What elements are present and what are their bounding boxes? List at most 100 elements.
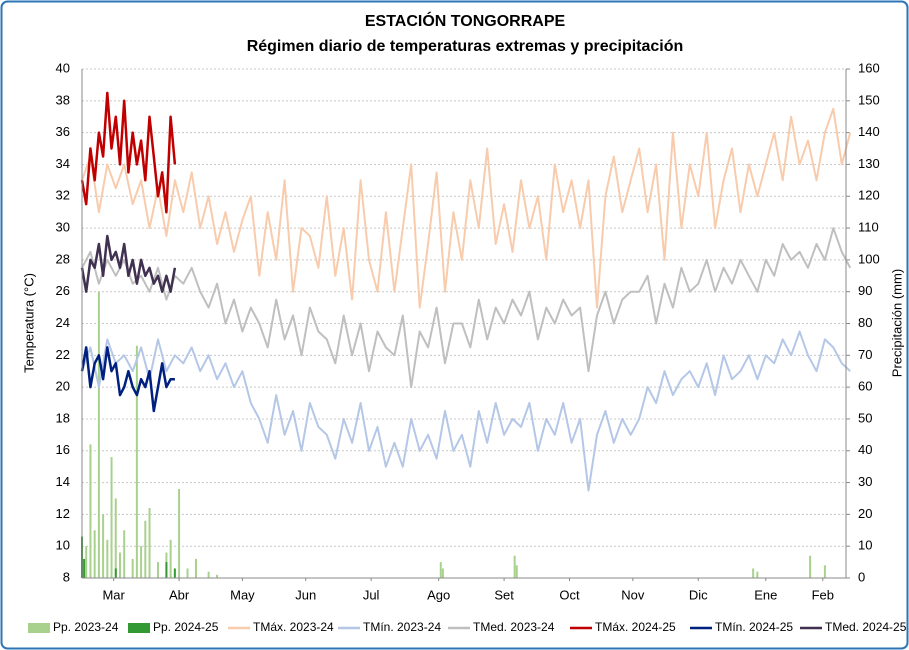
x-tick-label: Abr: [169, 587, 190, 602]
y2-tick-label: 130: [858, 156, 880, 171]
y2-tick-label: 80: [858, 315, 872, 330]
y-tick-label: 18: [56, 410, 70, 425]
precip-bar: [156, 562, 159, 578]
chart-title: ESTACIÓN TONGORRAPE: [365, 11, 566, 30]
y-tick-label: 40: [56, 60, 70, 75]
y-tick-label: 32: [56, 188, 70, 203]
x-tick-label: Nov: [621, 587, 645, 602]
precip-bar: [178, 488, 181, 578]
y-tick-label: 30: [56, 220, 70, 235]
precip-bar: [135, 345, 138, 578]
legend-label: TMín. 2023-24: [363, 620, 441, 634]
precip-bar: [207, 571, 210, 578]
x-tick-label: Feb: [812, 587, 834, 602]
y-tick-label: 26: [56, 283, 70, 298]
precip-bar: [114, 498, 117, 578]
precip-bar: [194, 558, 197, 578]
y2-tick-label: 0: [858, 569, 865, 584]
precip-bar: [89, 444, 92, 578]
precip-bar: [110, 457, 113, 578]
legend-swatch: [128, 623, 150, 633]
precip-bar: [513, 555, 516, 578]
precip-bar: [439, 562, 442, 578]
precip-bar: [106, 539, 109, 578]
y-axis-label: Temperatura (°C): [21, 273, 36, 373]
temperature-line: [81, 227, 852, 389]
precip-bar: [140, 546, 143, 578]
legend-label: TMed. 2024-25: [825, 620, 907, 634]
y-tick-label: 34: [56, 156, 70, 171]
y-tick-label: 16: [56, 442, 70, 457]
legend-label: TMáx. 2024-25: [595, 620, 676, 634]
y2-tick-label: 110: [858, 220, 879, 235]
y-tick-label: 20: [56, 379, 70, 394]
y-tick-label: 24: [56, 315, 70, 330]
legend-label: TMed. 2023-24: [473, 620, 555, 634]
y2-tick-label: 160: [858, 60, 880, 75]
y2-tick-label: 60: [858, 379, 872, 394]
y-tick-label: 22: [56, 347, 70, 362]
y2-tick-label: 30: [858, 474, 872, 489]
precip-bar: [173, 568, 176, 578]
precip-bar: [756, 571, 759, 578]
legend-label: TMín. 2024-25: [715, 620, 793, 634]
y-tick-label: 36: [56, 124, 70, 139]
x-tick-label: Dic: [689, 587, 708, 602]
x-tick-label: Set: [494, 587, 514, 602]
precip-bar: [169, 539, 172, 578]
precip-bar: [148, 508, 151, 578]
precip-bar: [752, 568, 755, 578]
x-tick-label: May: [230, 587, 255, 602]
y-tick-label: 14: [56, 474, 70, 489]
precip-bar: [83, 558, 86, 578]
x-tick-label: Ene: [754, 587, 777, 602]
precip-bar: [216, 574, 219, 578]
y2-tick-label: 150: [858, 92, 880, 107]
x-tick-label: Jul: [363, 587, 380, 602]
temperature-line: [81, 330, 851, 492]
precip-bar: [118, 552, 121, 578]
precip-bar: [114, 568, 117, 578]
x-tick-label: Mar: [102, 587, 125, 602]
y2-tick-label: 50: [858, 410, 872, 425]
precip-bar: [93, 530, 96, 578]
legend-label: TMáx. 2023-24: [253, 620, 334, 634]
y-tick-label: 8: [63, 569, 70, 584]
precip-bar: [144, 520, 147, 578]
legend-swatch: [28, 623, 50, 633]
precip-bar: [823, 565, 826, 578]
legend-label: Pp. 2023-24: [53, 620, 119, 634]
y-tick-label: 12: [56, 506, 70, 521]
precip-bar: [165, 562, 168, 578]
temperature-line: [80, 91, 177, 214]
precip-bar: [515, 565, 518, 578]
y2-tick-label: 20: [858, 506, 872, 521]
precip-bar: [123, 530, 126, 578]
x-tick-label: Oct: [559, 587, 580, 602]
precip-bar: [131, 558, 134, 578]
precip-bar: [97, 291, 100, 578]
chart-subtitle: Régimen diario de temperaturas extremas …: [247, 38, 684, 55]
y2-tick-label: 70: [858, 347, 872, 362]
y-tick-label: 38: [56, 92, 70, 107]
y2-tick-label: 40: [858, 442, 872, 457]
y2-tick-label: 90: [858, 283, 872, 298]
precip-bar: [186, 568, 189, 578]
precip-bar: [102, 514, 105, 578]
precip-bar: [441, 568, 444, 578]
y-tick-label: 28: [56, 251, 70, 266]
y-tick-label: 10: [56, 538, 70, 553]
precip-bar: [809, 555, 812, 578]
y2-axis-label: Precipitación (mm): [889, 269, 904, 377]
legend-label: Pp. 2024-25: [153, 620, 219, 634]
y2-tick-label: 140: [858, 124, 880, 139]
temperature-line: [80, 234, 177, 293]
temperature-line: [80, 346, 175, 413]
x-tick-label: Ago: [427, 587, 450, 602]
y2-tick-label: 120: [858, 188, 880, 203]
y2-tick-label: 100: [858, 251, 880, 266]
y2-tick-label: 10: [858, 538, 872, 553]
temperature-line: [81, 107, 852, 309]
